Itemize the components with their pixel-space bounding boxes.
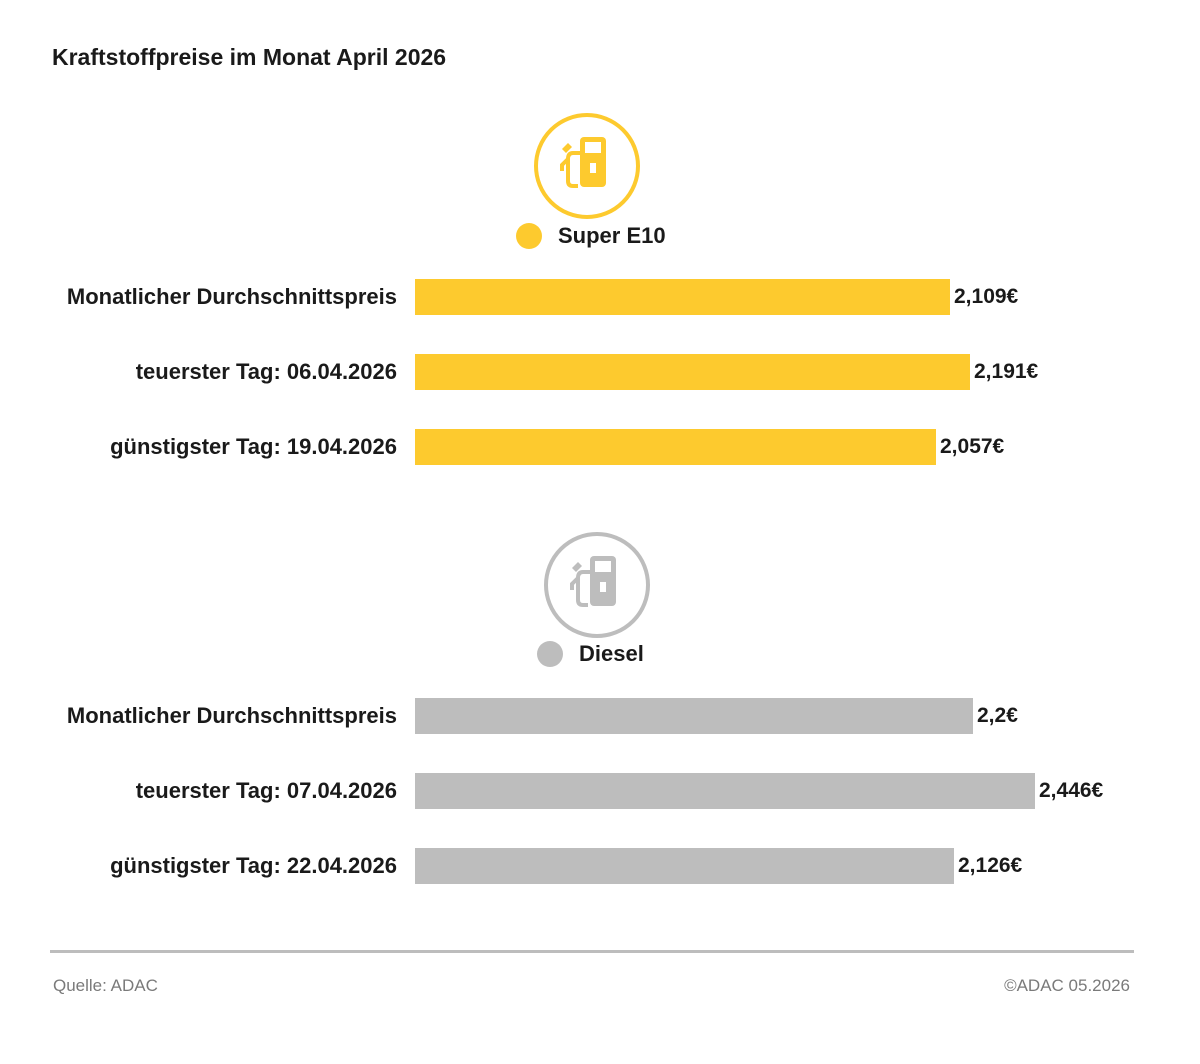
bar: [415, 848, 954, 884]
bar-row: teuerster Tag: 06.04.2026 2,191€: [0, 354, 1200, 390]
footer-divider: [50, 950, 1134, 953]
fuel-pump-icon: [532, 111, 642, 221]
bar: [415, 429, 936, 465]
bar-value-label: 2,126€: [958, 854, 1023, 877]
bar-row: Monatlicher Durchschnittspreis 2,109€: [0, 279, 1200, 315]
fuel-pump-icon: [542, 530, 652, 640]
bar-row: günstigster Tag: 19.04.2026 2,057€: [0, 429, 1200, 465]
bar: [415, 698, 973, 734]
legend-super-e10: Super E10: [516, 221, 666, 251]
legend-dot-diesel: [537, 641, 563, 667]
bar-category-label: teuerster Tag: 06.04.2026: [135, 359, 397, 384]
bar-value-label: 2,191€: [974, 360, 1039, 383]
bar: [415, 773, 1035, 809]
chart-title: Kraftstoffpreise im Monat April 2026: [52, 44, 447, 70]
fuel-pump-svg: [544, 532, 650, 638]
legend-dot-super-e10: [516, 223, 542, 249]
bar-row: teuerster Tag: 07.04.2026 2,446€: [0, 773, 1200, 809]
bar-category-label: Monatlicher Durchschnittspreis: [66, 284, 397, 309]
copyright-note: ©ADAC 05.2026: [1004, 976, 1130, 995]
bar-value-label: 2,2€: [977, 704, 1018, 727]
bar-value-label: 2,057€: [940, 435, 1005, 458]
bar-row: Monatlicher Durchschnittspreis 2,2€: [0, 698, 1200, 734]
bar-category-label: Monatlicher Durchschnittspreis: [66, 703, 397, 728]
bar-row: günstigster Tag: 22.04.2026 2,126€: [0, 848, 1200, 884]
bar-value-label: 2,109€: [954, 285, 1019, 308]
bar-category-label: teuerster Tag: 07.04.2026: [135, 778, 397, 803]
legend-label-diesel: Diesel: [579, 641, 644, 666]
bar: [415, 354, 970, 390]
legend-diesel: Diesel: [537, 639, 644, 669]
bar-category-label: günstigster Tag: 22.04.2026: [110, 853, 397, 878]
source-note: Quelle: ADAC: [53, 976, 158, 995]
bar-value-label: 2,446€: [1039, 779, 1104, 802]
fuel-pump-svg: [534, 113, 640, 219]
bar-category-label: günstigster Tag: 19.04.2026: [110, 434, 397, 459]
legend-label-super-e10: Super E10: [558, 223, 666, 248]
bar: [415, 279, 950, 315]
